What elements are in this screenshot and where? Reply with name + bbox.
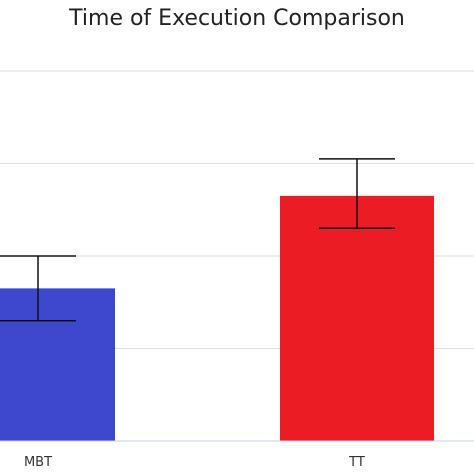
category-label-mbt: MBT [24,455,52,470]
bars [0,195,434,441]
bar-tt [280,195,434,441]
error-bars [0,158,395,322]
category-label-tt: TT [348,455,365,470]
chart-title: Time of Execution Comparison [69,6,405,31]
bar-mbt [0,288,115,441]
category-labels: MBT TT [24,455,365,470]
